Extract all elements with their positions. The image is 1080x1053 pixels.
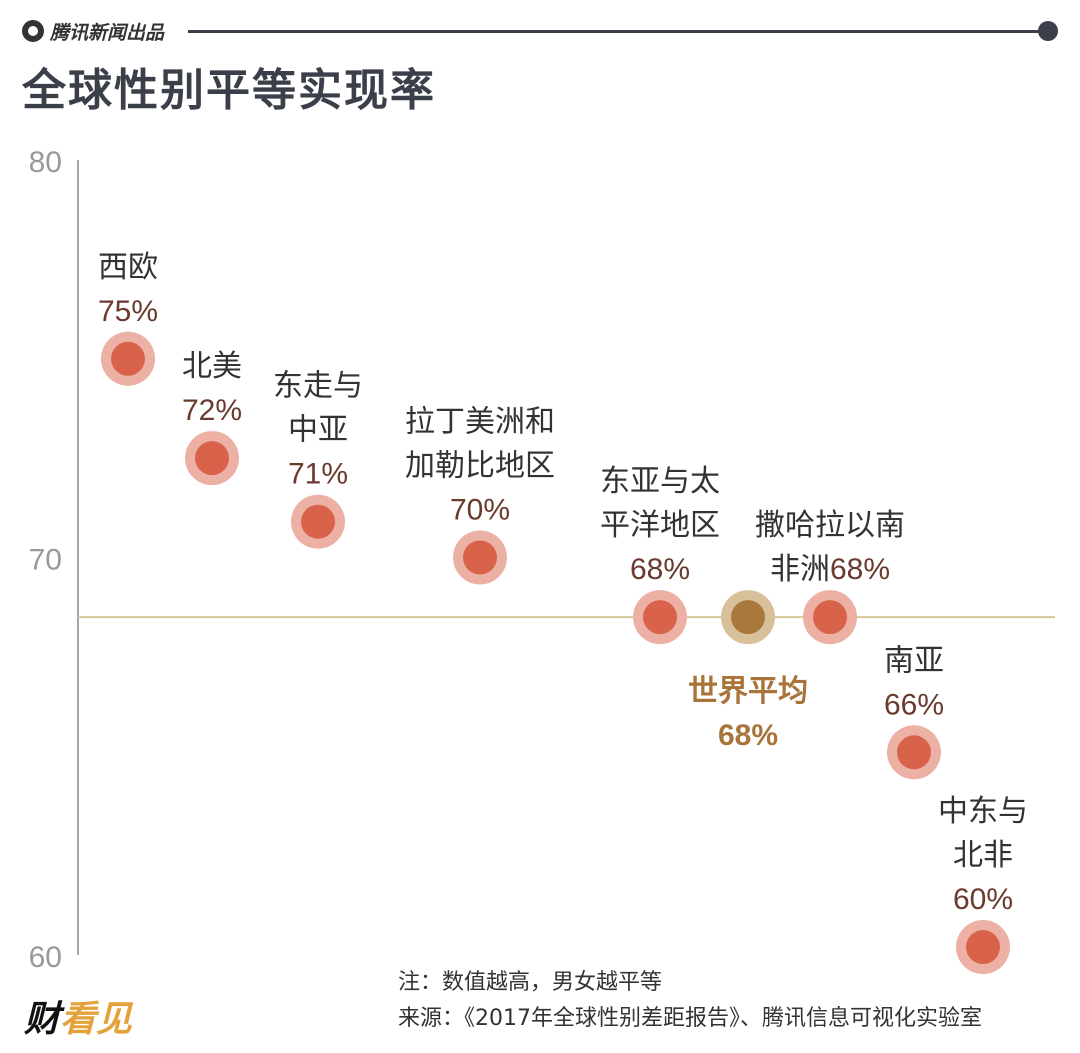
- region-dot: [463, 540, 497, 575]
- region-value-label: 60%: [953, 883, 1013, 916]
- brand-logo-main: 财: [24, 999, 61, 1040]
- region-name-label: 北美: [182, 350, 242, 383]
- region-name-label: 南亚: [884, 644, 944, 677]
- world-average-value-label: 68%: [718, 719, 778, 752]
- region-name-label: 平洋地区: [600, 509, 720, 542]
- region-dot: [301, 504, 335, 539]
- source-logo: 腾讯新闻出品: [22, 16, 164, 46]
- region-percent: 68%: [830, 553, 890, 586]
- world-average-dot: [731, 600, 765, 635]
- region-name-label: 拉丁美洲和: [405, 406, 555, 439]
- region-dot: [643, 600, 677, 635]
- tencent-news-logo-icon: [22, 20, 44, 42]
- y-tick-label: 70: [29, 544, 62, 577]
- region-value-label: 68%: [630, 553, 690, 586]
- region-name-label: 加勒比地区: [405, 450, 555, 483]
- world-average-label: 世界平均: [688, 675, 808, 708]
- region-value-label: 71%: [288, 458, 348, 491]
- brand-logo: 财看见: [24, 990, 132, 1042]
- header-rule-end-dot: [1038, 21, 1058, 41]
- chart-note: 注：数值越高，男女越平等: [398, 970, 663, 995]
- brand-logo-rest: 看见: [60, 999, 133, 1040]
- region-value-label: 70%: [450, 494, 510, 527]
- chart-source: 来源：《2017年全球性别差距报告》、腾讯信息可视化实验室: [398, 1006, 982, 1031]
- region-name-label: 东亚与太: [600, 465, 720, 498]
- page-title: 全球性别平等实现率: [22, 65, 436, 116]
- y-tick-label: 80: [29, 146, 62, 179]
- region-name-label: 西欧: [98, 251, 158, 284]
- region-value-label: 非洲68%: [770, 553, 890, 586]
- region-value-label: 72%: [182, 394, 242, 427]
- region-name-label: 中东与: [938, 795, 1028, 828]
- region-dot: [195, 441, 229, 476]
- region-name-label: 北非: [953, 839, 1013, 872]
- y-tick-label: 60: [29, 941, 62, 974]
- region-dot: [897, 735, 931, 770]
- source-logo-text: 腾讯新闻出品: [50, 21, 165, 44]
- region-name-label: 中亚: [288, 414, 348, 447]
- region-dot: [111, 341, 145, 376]
- region-value-label: 75%: [98, 295, 158, 328]
- region-value-label: 66%: [884, 688, 944, 721]
- region-name-label: 东走与: [273, 370, 363, 403]
- region-name-label: 撒哈拉以南: [755, 509, 905, 542]
- region-dot: [966, 930, 1000, 965]
- region-name-suffix: 非洲: [770, 553, 830, 586]
- region-dot: [813, 600, 847, 635]
- header-rule: [188, 30, 1046, 33]
